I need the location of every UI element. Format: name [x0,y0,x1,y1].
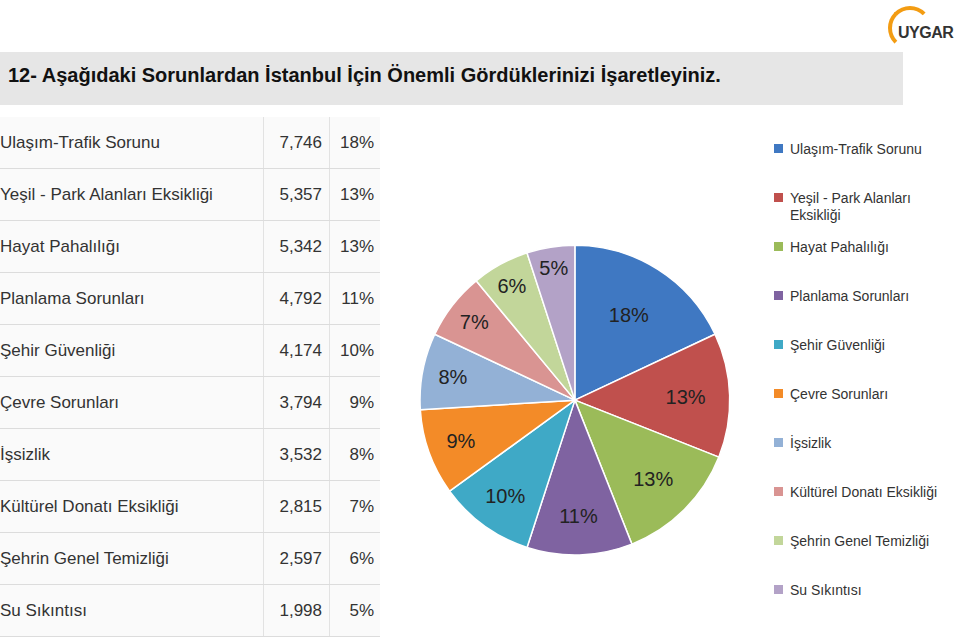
svg-text:8%: 8% [438,366,467,388]
html-text:Ulaşım-Trafik Sorunu: Ulaşım-Trafik Sorunu [790,141,922,157]
html-text:Şehrin Genel Temizliği: Şehrin Genel Temizliği [790,533,929,549]
html-text:Çevre Sorunları: Çevre Sorunları [0,393,120,412]
html-text:2,597: 2,597 [279,549,322,568]
html-text:5,342: 5,342 [279,237,322,256]
html-text:Şehrin Genel Temizliği: Şehrin Genel Temizliği [0,549,169,568]
html-text:9%: 9% [349,393,374,412]
html-text:2,815: 2,815 [279,497,322,516]
svg-text:18%: 18% [609,304,649,326]
html-text:Ulaşım-Trafik Sorunu: Ulaşım-Trafik Sorunu [0,133,160,152]
html-text:11%: 11% [341,289,374,308]
html-text:Yeşil - Park Alanları Eksikliğ: Yeşil - Park Alanları Eksikliği [0,185,213,204]
html-text:10%: 10% [340,341,374,360]
html-text:Hayat Pahalılığı: Hayat Pahalılığı [790,239,889,255]
html-text:Su Sıkıntısı: Su Sıkıntısı [790,582,862,598]
html-text:12- Aşağıdaki Sorunlardan İsta: 12- Aşağıdaki Sorunlardan İstanbul İçin … [8,64,721,86]
svg-text:6%: 6% [497,275,526,297]
html-text:5%: 5% [349,601,374,620]
svg-text:13%: 13% [666,386,706,408]
html-text:5,357: 5,357 [279,185,322,204]
html-text:7,746: 7,746 [279,133,322,152]
html-text:İşsizlik: İşsizlik [790,435,832,451]
svg-text:7%: 7% [460,311,489,333]
html-text:3,794: 3,794 [279,393,322,412]
html-text:UYGAR: UYGAR [898,24,954,41]
svg-text:10%: 10% [485,485,525,507]
html-text:Planlama Sorunları: Planlama Sorunları [790,288,910,304]
html-text:4,792: 4,792 [279,289,322,308]
html-text:3,532: 3,532 [279,445,322,464]
html-text:13%: 13% [340,237,374,256]
svg-text:9%: 9% [446,430,475,452]
html-text:1,998: 1,998 [279,601,322,620]
html-text:Şehir Güvenliği: Şehir Güvenliği [0,341,116,360]
html-text:13%: 13% [340,185,374,204]
html-text:Su Sıkıntısı: Su Sıkıntısı [0,601,87,620]
html-text:18%: 18% [340,133,374,152]
html-text:Yeşil - Park Alanları Eksikliğ: Yeşil - Park Alanları Eksikliği [790,190,911,223]
html-text:8%: 8% [349,445,374,464]
html-text:Kültürel Donatı Eksikliği: Kültürel Donatı Eksikliği [790,484,938,500]
svg-text:5%: 5% [539,257,568,279]
html-text:Planlama Sorunları: Planlama Sorunları [0,289,145,308]
html-text:Şehir Güvenliği: Şehir Güvenliği [790,337,885,353]
html-text:Hayat Pahalılığı: Hayat Pahalılığı [0,237,120,256]
html-text:4,174: 4,174 [279,341,322,360]
svg-text:11%: 11% [559,505,598,527]
html-text:Kültürel Donatı Eksikliği: Kültürel Donatı Eksikliği [0,497,179,516]
html-text:6%: 6% [349,549,374,568]
html-text:Çevre Sorunları: Çevre Sorunları [790,386,888,402]
html-text:7%: 7% [349,497,374,516]
html-text:İşsizlik: İşsizlik [0,445,51,464]
svg-text:13%: 13% [633,468,673,490]
